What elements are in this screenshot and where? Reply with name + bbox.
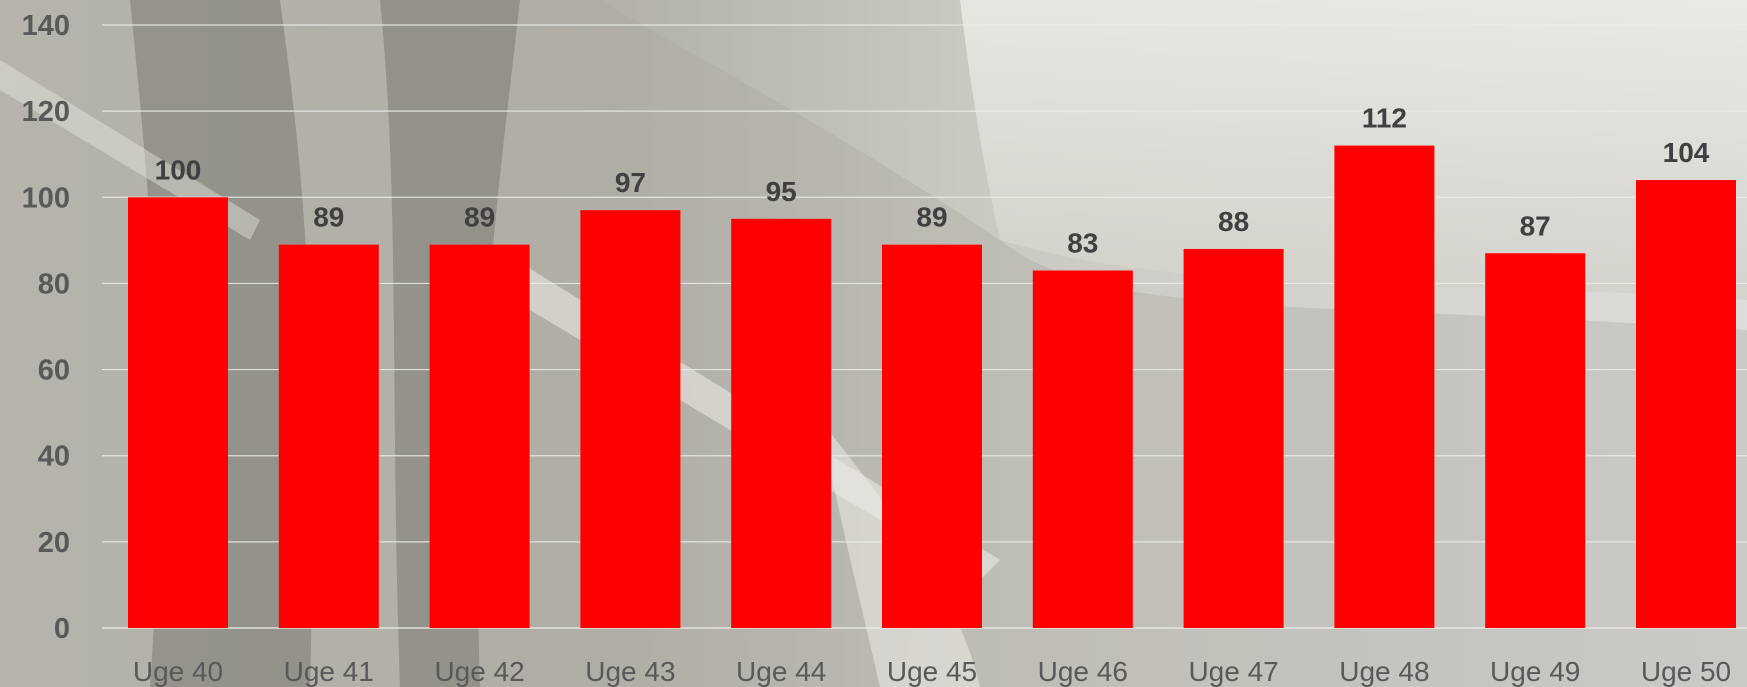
y-tick-label: 0: [54, 613, 70, 645]
x-tick-label: Uge 47: [1188, 656, 1278, 687]
bar: [1334, 145, 1435, 628]
data-label: 95: [766, 176, 797, 207]
bar: [1636, 180, 1736, 629]
data-label: 87: [1520, 210, 1551, 241]
x-tick-label: Uge 44: [736, 656, 826, 687]
y-tick-label: 120: [22, 96, 70, 128]
y-axis: 0 20 40 60 80 100 120 140: [22, 10, 70, 645]
data-label: 88: [1218, 206, 1249, 237]
x-tick-label: Uge 48: [1339, 656, 1429, 687]
x-tick-label: Uge 40: [133, 656, 223, 687]
data-label: 89: [464, 202, 495, 233]
x-tick-label: Uge 41: [284, 656, 374, 687]
data-label: 97: [615, 167, 646, 198]
y-tick-label: 100: [22, 182, 70, 214]
data-label: 83: [1067, 228, 1098, 259]
bar: [1032, 270, 1133, 628]
data-label: 89: [313, 202, 344, 233]
x-tick-label: Uge 46: [1038, 656, 1128, 687]
bar: [1485, 253, 1586, 628]
data-label: 100: [155, 154, 202, 185]
bar: [1183, 248, 1284, 628]
data-label: 89: [916, 202, 947, 233]
y-tick-label: 80: [38, 268, 70, 300]
y-tick-label: 140: [22, 10, 70, 42]
bar: [278, 244, 379, 628]
x-tick-label: Uge 49: [1490, 656, 1580, 687]
bars: [128, 145, 1736, 629]
bar: [580, 210, 681, 628]
data-label: 104: [1663, 137, 1710, 168]
x-axis: Uge 40 Uge 41 Uge 42 Uge 43 Uge 44 Uge 45 Uge …: [133, 656, 1731, 687]
y-tick-label: 40: [38, 441, 70, 473]
bar: [128, 197, 228, 629]
bar: [882, 244, 982, 628]
x-tick-label: Uge 45: [887, 656, 977, 687]
bar: [429, 244, 530, 628]
x-tick-label: Uge 42: [434, 656, 524, 687]
data-labels: 100 89 89 97 95 89 83 88 112 87 104: [155, 103, 1710, 259]
bar: [731, 218, 832, 629]
y-tick-label: 60: [38, 355, 70, 387]
y-tick-label: 20: [38, 527, 70, 559]
data-label: 112: [1362, 103, 1407, 134]
x-tick-label: Uge 43: [585, 656, 675, 687]
x-tick-label: Uge 50: [1641, 656, 1731, 687]
